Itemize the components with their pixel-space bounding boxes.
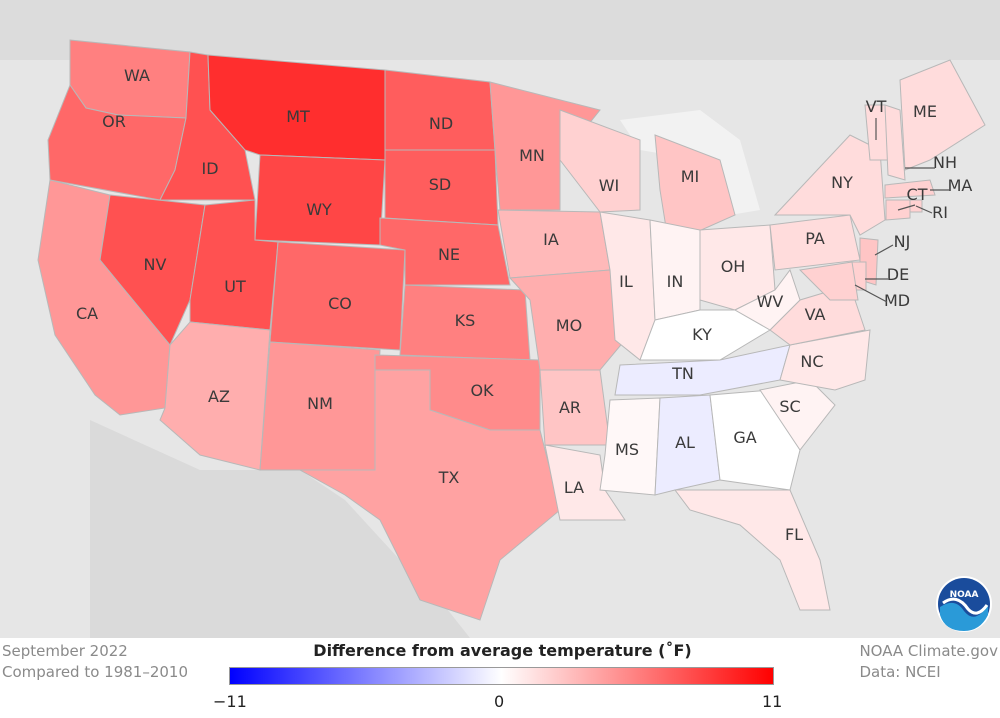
state-label-ma: MA bbox=[948, 176, 973, 195]
state-al bbox=[654, 394, 721, 496]
state-label-ny: NY bbox=[831, 173, 853, 192]
state-label-sc: SC bbox=[779, 397, 800, 416]
state-label-mi: MI bbox=[681, 167, 700, 186]
state-ny bbox=[773, 134, 886, 236]
state-label-ar: AR bbox=[559, 398, 581, 417]
state-label-il: IL bbox=[619, 272, 633, 291]
state-label-ks: KS bbox=[455, 311, 476, 330]
title-line2: Compared to 1981–2010 bbox=[2, 663, 189, 681]
state-ma bbox=[884, 179, 936, 199]
state-label-de: DE bbox=[887, 265, 909, 284]
state-label-ms: MS bbox=[615, 440, 639, 459]
state-label-ct: CT bbox=[907, 185, 928, 204]
state-la bbox=[544, 444, 626, 521]
state-label-oh: OH bbox=[721, 257, 746, 276]
state-label-az: AZ bbox=[208, 387, 230, 406]
legend-min-label: −11 bbox=[213, 692, 247, 711]
state-in bbox=[649, 219, 701, 321]
leader-line-ri bbox=[915, 205, 933, 214]
state-nv bbox=[99, 194, 206, 346]
mexico-land bbox=[90, 420, 470, 638]
state-label-nc: NC bbox=[800, 352, 823, 371]
state-label-sd: SD bbox=[429, 175, 451, 194]
state-label-tx: TX bbox=[438, 468, 460, 487]
state-label-ga: GA bbox=[733, 428, 756, 447]
state-label-nm: NM bbox=[307, 394, 333, 413]
state-label-nv: NV bbox=[144, 255, 167, 274]
state-label-pa: PA bbox=[805, 229, 825, 248]
state-me bbox=[899, 59, 986, 171]
noaa-logo: NOAA bbox=[935, 575, 993, 637]
leader-line-md bbox=[854, 284, 888, 303]
state-label-ia: IA bbox=[543, 230, 559, 249]
state-label-ri: RI bbox=[932, 203, 948, 222]
credit-block: NOAA Climate.gov Data: NCEI bbox=[859, 641, 998, 683]
state-label-mo: MO bbox=[556, 316, 582, 335]
state-fl bbox=[674, 489, 831, 611]
credit-line1: NOAA Climate.gov bbox=[859, 642, 998, 660]
state-label-ut: UT bbox=[224, 277, 246, 296]
legend-mid-label: 0 bbox=[494, 692, 505, 711]
logo-text: NOAA bbox=[950, 590, 979, 600]
legend-color-bar bbox=[229, 667, 774, 685]
state-label-va: VA bbox=[805, 305, 826, 324]
legend-max-label: 11 bbox=[762, 692, 783, 711]
state-label-md: MD bbox=[884, 291, 910, 310]
state-label-nd: ND bbox=[429, 114, 453, 133]
state-wv bbox=[733, 268, 801, 331]
leader-line-ct bbox=[897, 204, 916, 211]
us-map: WA OR CA ID NV MT WY UT AZ CO NM ND SD NE KS OK TX MN IA MO… bbox=[0, 0, 1000, 638]
title-block: September 2022 Compared to 1981–2010 bbox=[2, 641, 188, 683]
state-nc bbox=[779, 329, 871, 391]
state-label-la: LA bbox=[564, 478, 584, 497]
state-label-co: CO bbox=[328, 294, 352, 313]
legend-title: Difference from average temperature (˚F) bbox=[313, 641, 692, 660]
credit-line2: Data: NCEI bbox=[859, 663, 941, 681]
state-az bbox=[159, 321, 271, 471]
state-label-mn: MN bbox=[519, 146, 545, 165]
state-mn bbox=[489, 81, 601, 211]
state-label-me: ME bbox=[913, 102, 937, 121]
state-label-wa: WA bbox=[124, 66, 150, 85]
state-label-wv: WV bbox=[757, 292, 784, 311]
state-label-ky: KY bbox=[692, 325, 712, 344]
state-label-ne: NE bbox=[438, 245, 460, 264]
leader-line-nj bbox=[874, 244, 894, 256]
state-label-al: AL bbox=[675, 433, 695, 452]
state-label-id: ID bbox=[201, 159, 218, 178]
state-nd bbox=[384, 69, 496, 151]
state-label-fl: FL bbox=[785, 525, 803, 544]
state-label-tn: TN bbox=[671, 364, 694, 383]
state-nh bbox=[884, 104, 906, 181]
state-label-vt: VT bbox=[866, 97, 887, 116]
state-label-wi: WI bbox=[599, 176, 620, 195]
state-label-nj: NJ bbox=[894, 232, 911, 251]
state-md bbox=[798, 261, 859, 301]
state-wi bbox=[559, 109, 641, 213]
title-line1: September 2022 bbox=[2, 642, 128, 660]
state-label-wy: WY bbox=[306, 200, 332, 219]
state-label-or: OR bbox=[102, 112, 126, 131]
state-label-nh: NH bbox=[933, 153, 957, 172]
state-sc bbox=[759, 379, 836, 451]
map-area: WA OR CA ID NV MT WY UT AZ CO NM ND SD NE KS OK TX MN IA MO… bbox=[0, 0, 1000, 638]
state-tx bbox=[298, 369, 561, 621]
state-label-ok: OK bbox=[470, 381, 494, 400]
state-label-ca: CA bbox=[76, 304, 98, 323]
state-ms bbox=[599, 397, 661, 496]
canada-land bbox=[0, 0, 1000, 60]
state-label-mt: MT bbox=[286, 107, 310, 126]
state-label-in: IN bbox=[667, 272, 684, 291]
